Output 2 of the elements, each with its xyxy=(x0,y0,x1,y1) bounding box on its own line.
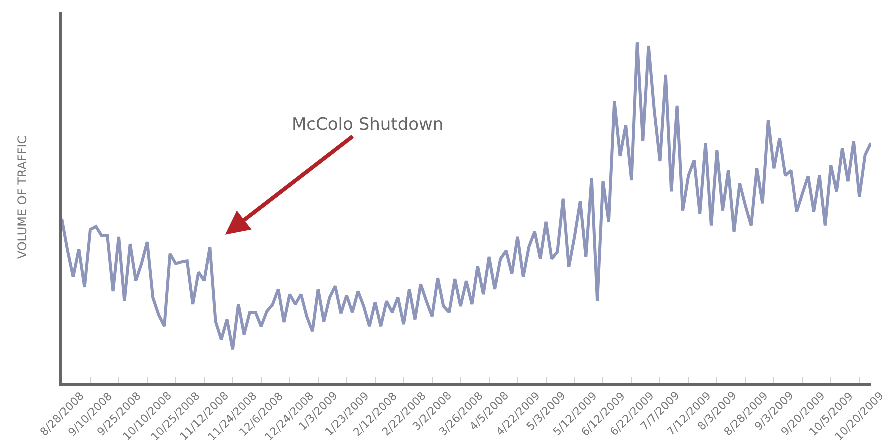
y-axis-title: VOLUME OF TRAFFIC xyxy=(15,136,30,260)
annotation: McColo Shutdown xyxy=(292,115,444,135)
